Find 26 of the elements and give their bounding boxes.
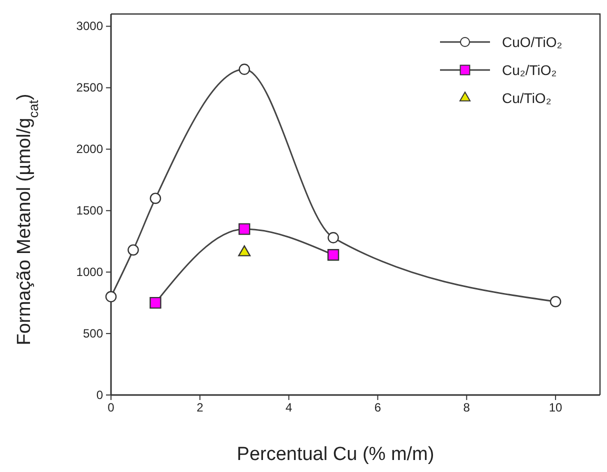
x-tick-label: 6 (374, 400, 382, 415)
legend-label: Cu/TiO₂ (502, 90, 552, 106)
point (328, 232, 339, 244)
point (550, 296, 562, 308)
legend-label: CuO/TiO₂ (502, 34, 562, 50)
point (327, 249, 340, 261)
point (150, 192, 162, 204)
y-tick-label: 0 (96, 388, 104, 402)
legend-label: Cu₂/TiO₂ (502, 62, 557, 78)
point (150, 296, 162, 309)
y-tick-label: 2000 (76, 142, 104, 156)
y-tick-label: 3000 (76, 19, 104, 34)
point (238, 223, 250, 235)
y-tick-label: 1500 (76, 203, 104, 218)
x-tick-label: 4 (285, 400, 292, 415)
x-tick-label: 0 (108, 400, 115, 415)
point (105, 291, 117, 302)
point (238, 64, 250, 75)
x-tick-label: 10 (548, 400, 563, 415)
x-tick-label: 8 (463, 400, 470, 415)
y-tick-label: 1000 (76, 264, 104, 279)
x-tick-label: 2 (196, 400, 204, 415)
x-axis-title: Percentual Cu (% m/m) (236, 444, 434, 465)
y-tick-label: 500 (82, 326, 104, 340)
y-tick-label: 2500 (76, 80, 104, 95)
point (128, 244, 139, 256)
